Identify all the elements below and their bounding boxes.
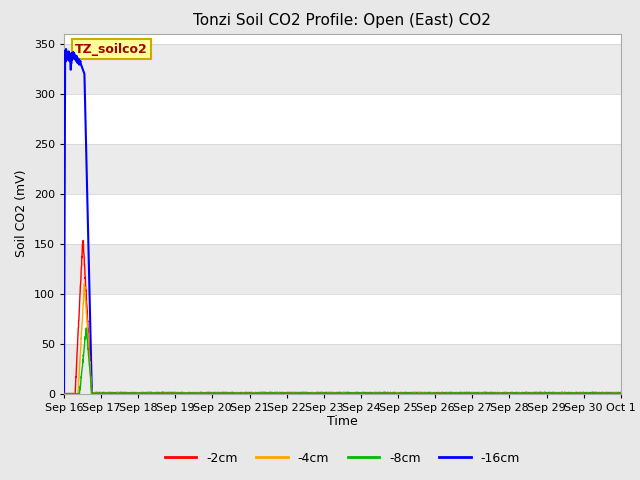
Title: Tonzi Soil CO2 Profile: Open (East) CO2: Tonzi Soil CO2 Profile: Open (East) CO2 [193,13,492,28]
Bar [64,193,621,243]
Bar [64,344,621,394]
Bar [64,94,621,144]
Bar [64,44,621,94]
Bar [64,243,621,294]
Bar [64,144,621,193]
Y-axis label: Soil CO2 (mV): Soil CO2 (mV) [15,170,28,257]
Bar [64,294,621,344]
Legend: -2cm, -4cm, -8cm, -16cm: -2cm, -4cm, -8cm, -16cm [160,447,525,469]
X-axis label: Time: Time [327,415,358,429]
Text: TZ_soilco2: TZ_soilco2 [75,43,148,56]
